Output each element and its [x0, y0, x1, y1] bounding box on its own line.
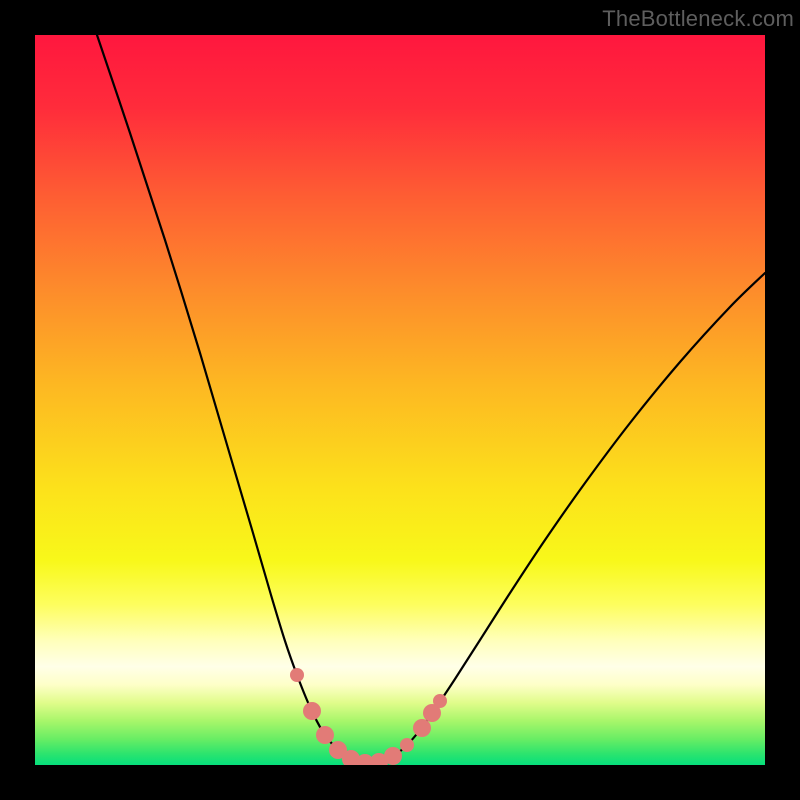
- curve-marker: [433, 694, 447, 708]
- curve-layer: [35, 35, 765, 765]
- bottleneck-curve: [97, 35, 765, 763]
- curve-marker: [303, 702, 321, 720]
- chart-frame: TheBottleneck.com: [0, 0, 800, 800]
- curve-marker: [413, 719, 431, 737]
- curve-marker: [400, 738, 414, 752]
- watermark-text: TheBottleneck.com: [602, 6, 794, 32]
- curve-marker: [316, 726, 334, 744]
- curve-markers: [290, 668, 447, 765]
- curve-marker: [384, 747, 402, 765]
- curve-marker: [290, 668, 304, 682]
- plot-area: [35, 35, 765, 765]
